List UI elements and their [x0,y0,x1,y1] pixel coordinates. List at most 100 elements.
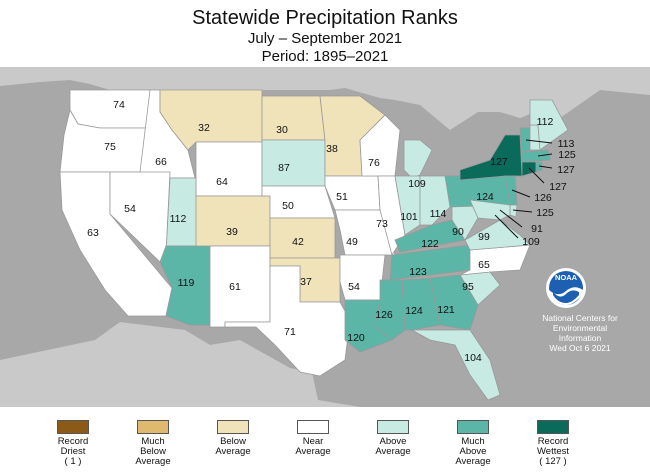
rank-label-ga: 121 [437,304,455,316]
callout-line-md [499,209,523,228]
state-sd [261,139,326,187]
rank-label-pa: 124 [476,191,494,203]
legend-label-line-2: Driest [60,446,86,457]
rank-label-al: 124 [405,305,423,317]
state-de [509,204,518,218]
legend-item-record-driest: Record Driest( 1 ) [33,418,113,467]
noaa-line-1: National Centers for [542,313,618,323]
legend-label-line-1: Above [379,436,407,447]
legend-label-line-1: Record [57,436,89,447]
noaa-logo: NOAA [546,268,586,308]
rank-label-nd: 30 [276,124,288,136]
map-subtitle-period: July – September 2021 [247,30,403,47]
state-co [195,195,271,247]
callout-line-dc [494,214,519,239]
legend-label-line-1: Much [141,436,165,447]
rank-label-mo: 49 [346,236,358,248]
state-me [529,99,569,151]
state-wy [195,141,263,197]
legend-label-line-2: Average [295,446,331,457]
rank-label-or: 75 [104,141,116,153]
legend-swatch [57,420,89,434]
rank-label-fl: 104 [464,352,482,364]
state-ny [459,134,523,181]
rank-label-va: 99 [478,231,490,243]
rank-label-ms: 126 [375,309,393,321]
legend-item-much-below: Much Below Average [113,418,193,467]
rank-label-nc: 65 [478,259,490,271]
rank-label-tx: 71 [284,326,296,338]
rank-label-oh: 114 [430,208,447,220]
legend-item-near: Near Average [273,418,353,457]
rank-label-la: 120 [347,332,365,344]
canada-landmass [0,67,650,130]
rank-label-ca: 63 [87,227,99,239]
legend-label-line-1: Below [220,436,246,447]
rank-label-ky: 122 [421,238,439,250]
mexico-landmass [0,322,360,407]
legend-label-line-3: Average [135,456,171,467]
legend-label-line-2: Average [215,446,251,457]
noaa-line-2: Environmental [552,323,608,333]
rank-label-ny: 127 [490,156,508,168]
state-oh [419,175,453,226]
callout-line-ri [538,165,553,169]
rank-label-ut: 112 [170,213,187,225]
callout-rank-de: 125 [536,207,554,219]
state-wi [359,114,401,177]
state-al [401,277,441,331]
rank-label-wa: 74 [113,99,125,111]
state-ma [521,149,551,163]
callout-line-ma [537,153,553,157]
rank-label-ia: 51 [336,191,348,203]
callout-rank-nj: 126 [534,192,552,204]
legend-label-line-3: ( 127 ) [539,456,567,467]
legend-label-line-1: Record [537,436,569,447]
legend-swatch [217,420,249,434]
rank-label-me: 112 [537,116,554,128]
callout-rank-ct: 127 [549,181,567,193]
callout-rank-dc: 109 [522,236,540,248]
legend-label-line-1: Near [302,436,324,447]
callout-rank-ma: 125 [558,149,576,161]
precipitation-map: 74 75 63 66 54 32 64 112 119 39 61 30 87 50 42 37 71 38 51… [0,67,650,407]
rank-label-wy: 64 [216,176,228,188]
legend-swatch [457,420,489,434]
state-ne [261,185,336,219]
rank-label-ks: 42 [292,236,304,248]
state-wa [69,89,151,129]
rank-label-ne: 50 [282,200,294,212]
legend-label-line-2: Above [459,446,487,457]
rank-label-mn: 38 [326,143,338,155]
map-subtitle-baseline: Period: 1895–2021 [261,48,389,65]
callout-rank-vt: 113 [558,138,575,150]
title-block: Statewide Precipitation Ranks July – Sep… [0,0,650,66]
rank-label-il: 73 [376,218,388,230]
state-ar [339,254,386,301]
state-tx [224,265,351,377]
legend-item-below: Below Average [193,418,273,457]
legend-label-line-1: Much [461,436,485,447]
noaa-line-3: Information [558,333,602,343]
rank-label-tn: 123 [409,266,427,278]
rank-label-mt: 32 [198,122,210,134]
noaa-date: Wed Oct 6 2021 [549,343,611,353]
state-va [464,219,531,251]
legend-item-record-wettest: Record Wettest( 127 ) [513,418,593,467]
state-nd [261,95,326,141]
rank-label-in: 101 [400,211,418,223]
callout-line-vt [525,139,553,144]
noaa-attribution: National Centers for Environmental Infor… [520,313,640,353]
state-ga [429,274,479,331]
rank-label-id: 66 [155,156,167,168]
legend-label-line-3: Average [455,456,491,467]
callout-line-ct [528,167,545,184]
legend-label-line-2: Average [375,446,411,457]
callout-rank-md: 91 [531,223,543,235]
state-ia [324,175,381,211]
legend-label-line-3: ( 1 ) [64,456,82,467]
rank-label-mi: 109 [408,178,426,190]
rank-label-co: 39 [226,226,238,238]
rank-label-az: 119 [178,277,195,289]
legend-label-line-2: Below [140,446,166,457]
